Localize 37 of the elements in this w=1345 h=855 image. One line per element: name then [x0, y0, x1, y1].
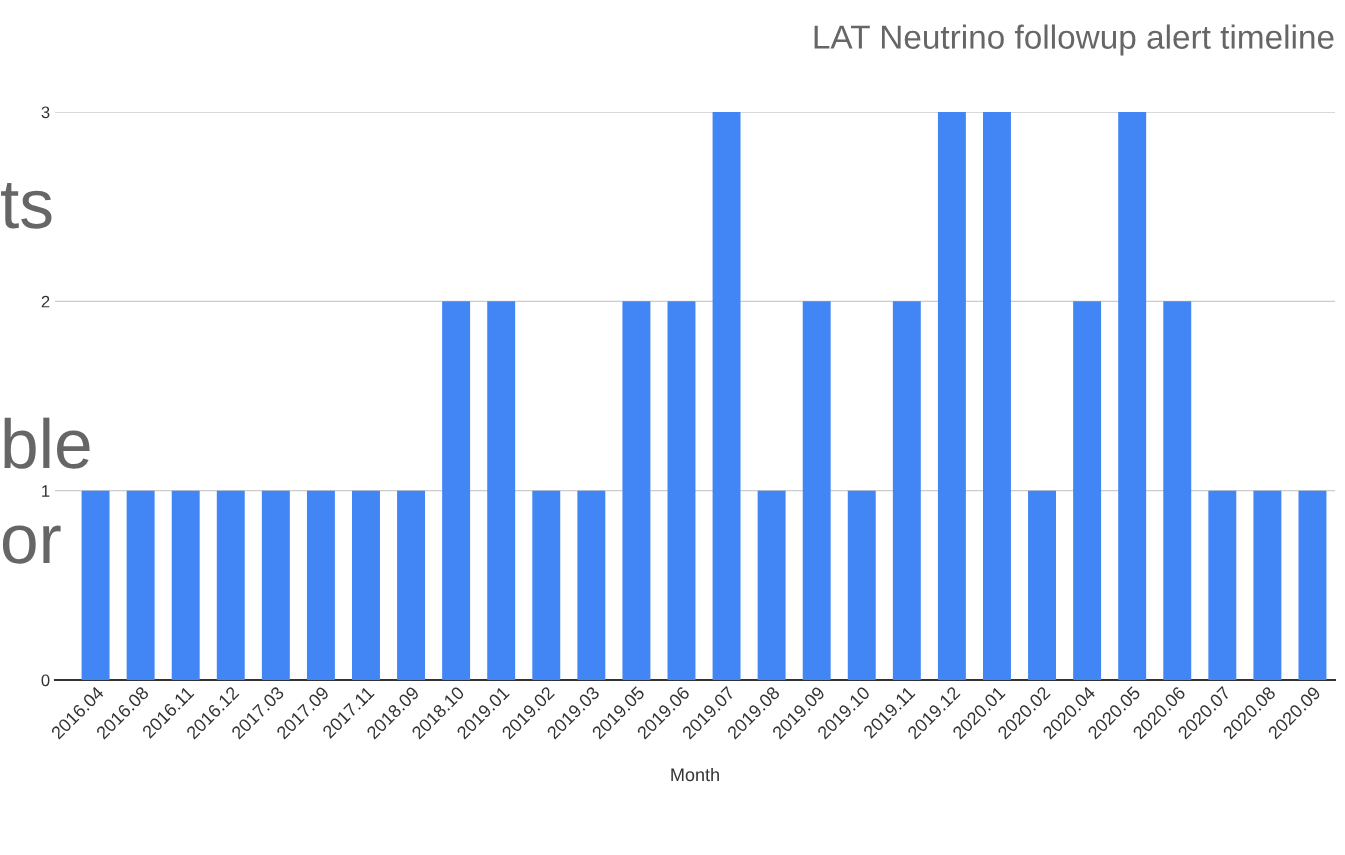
- bar: [442, 301, 471, 680]
- bar: [532, 490, 561, 680]
- bar: [622, 301, 651, 680]
- bar: [1073, 301, 1102, 680]
- bar: [892, 301, 921, 680]
- bar: [216, 490, 245, 680]
- bar: [802, 301, 831, 680]
- bar: [1163, 301, 1192, 680]
- bar: [352, 490, 380, 680]
- bar: [306, 490, 335, 680]
- bar: [712, 112, 741, 680]
- bar: [487, 301, 516, 680]
- annotation: or: [2, 525, 61, 564]
- y-tick-label: 3: [41, 106, 50, 119]
- chart-title: LAT Neutrino followup alert timeline: [814, 24, 1334, 56]
- x-axis-title: Month: [671, 767, 719, 782]
- bar: [577, 490, 606, 680]
- y-tick-label: 1: [42, 485, 50, 497]
- bar: [1253, 490, 1282, 680]
- annotation: ble: [4, 417, 90, 469]
- text: ts: [1, 183, 52, 229]
- bar: [126, 490, 155, 680]
- bar: [81, 490, 110, 680]
- bar: [1028, 490, 1057, 680]
- bar: [1208, 490, 1237, 680]
- bar: [847, 490, 876, 680]
- bar: [397, 490, 426, 680]
- bar: [667, 301, 696, 680]
- bar: [937, 112, 966, 680]
- bar: [983, 112, 1011, 680]
- bar: [1298, 490, 1327, 680]
- bar: [757, 490, 786, 680]
- y-tick-label: 0: [41, 674, 50, 687]
- bar: [171, 490, 200, 680]
- bar: [1118, 112, 1147, 680]
- bar: [261, 490, 290, 680]
- y-tick-label: 2: [41, 295, 50, 308]
